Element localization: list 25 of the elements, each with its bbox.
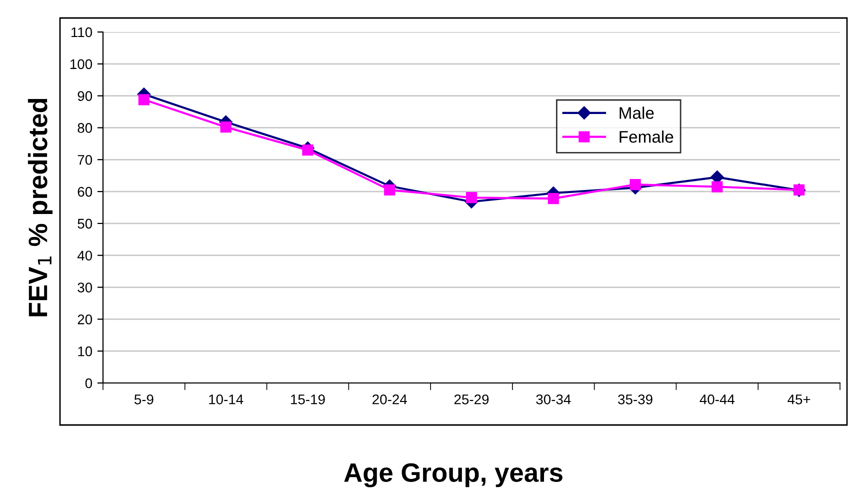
- y-tick-label: 20: [78, 314, 92, 324]
- y-tick-label: 60: [78, 186, 92, 197]
- x-tick-label: 40-44: [700, 394, 735, 404]
- x-tick-label: 30-34: [536, 394, 571, 404]
- legend-label: Male: [620, 106, 654, 119]
- x-tick-label: 10-14: [209, 394, 244, 404]
- y-tick-label: 90: [78, 91, 92, 101]
- y-tick-label: 10: [78, 346, 92, 356]
- x-tick-label: 20-24: [372, 394, 407, 404]
- y-tick-label: 80: [78, 123, 92, 133]
- y-tick-label: 50: [78, 218, 92, 229]
- y-tick-label: 40: [77, 250, 92, 261]
- legend-label: Female: [620, 130, 674, 143]
- x-tick-label: 45+: [788, 394, 810, 404]
- x-axis-title: Age Group, years: [344, 463, 562, 488]
- x-tick-label: 35-39: [618, 394, 652, 404]
- x-tick-label: 15-19: [291, 394, 325, 404]
- y-tick-label: 30: [78, 282, 92, 292]
- y-tick-label: 110: [71, 27, 92, 38]
- y-tick-label: 0: [85, 378, 92, 388]
- x-tick-label: 5-9: [134, 394, 154, 404]
- y-tick-label: 70: [78, 154, 92, 165]
- y-axis-title: FEV$_{1}$ % predicted: [28, 98, 53, 316]
- x-tick-label: 25-29: [454, 394, 489, 404]
- y-tick-label: 100: [70, 59, 92, 70]
